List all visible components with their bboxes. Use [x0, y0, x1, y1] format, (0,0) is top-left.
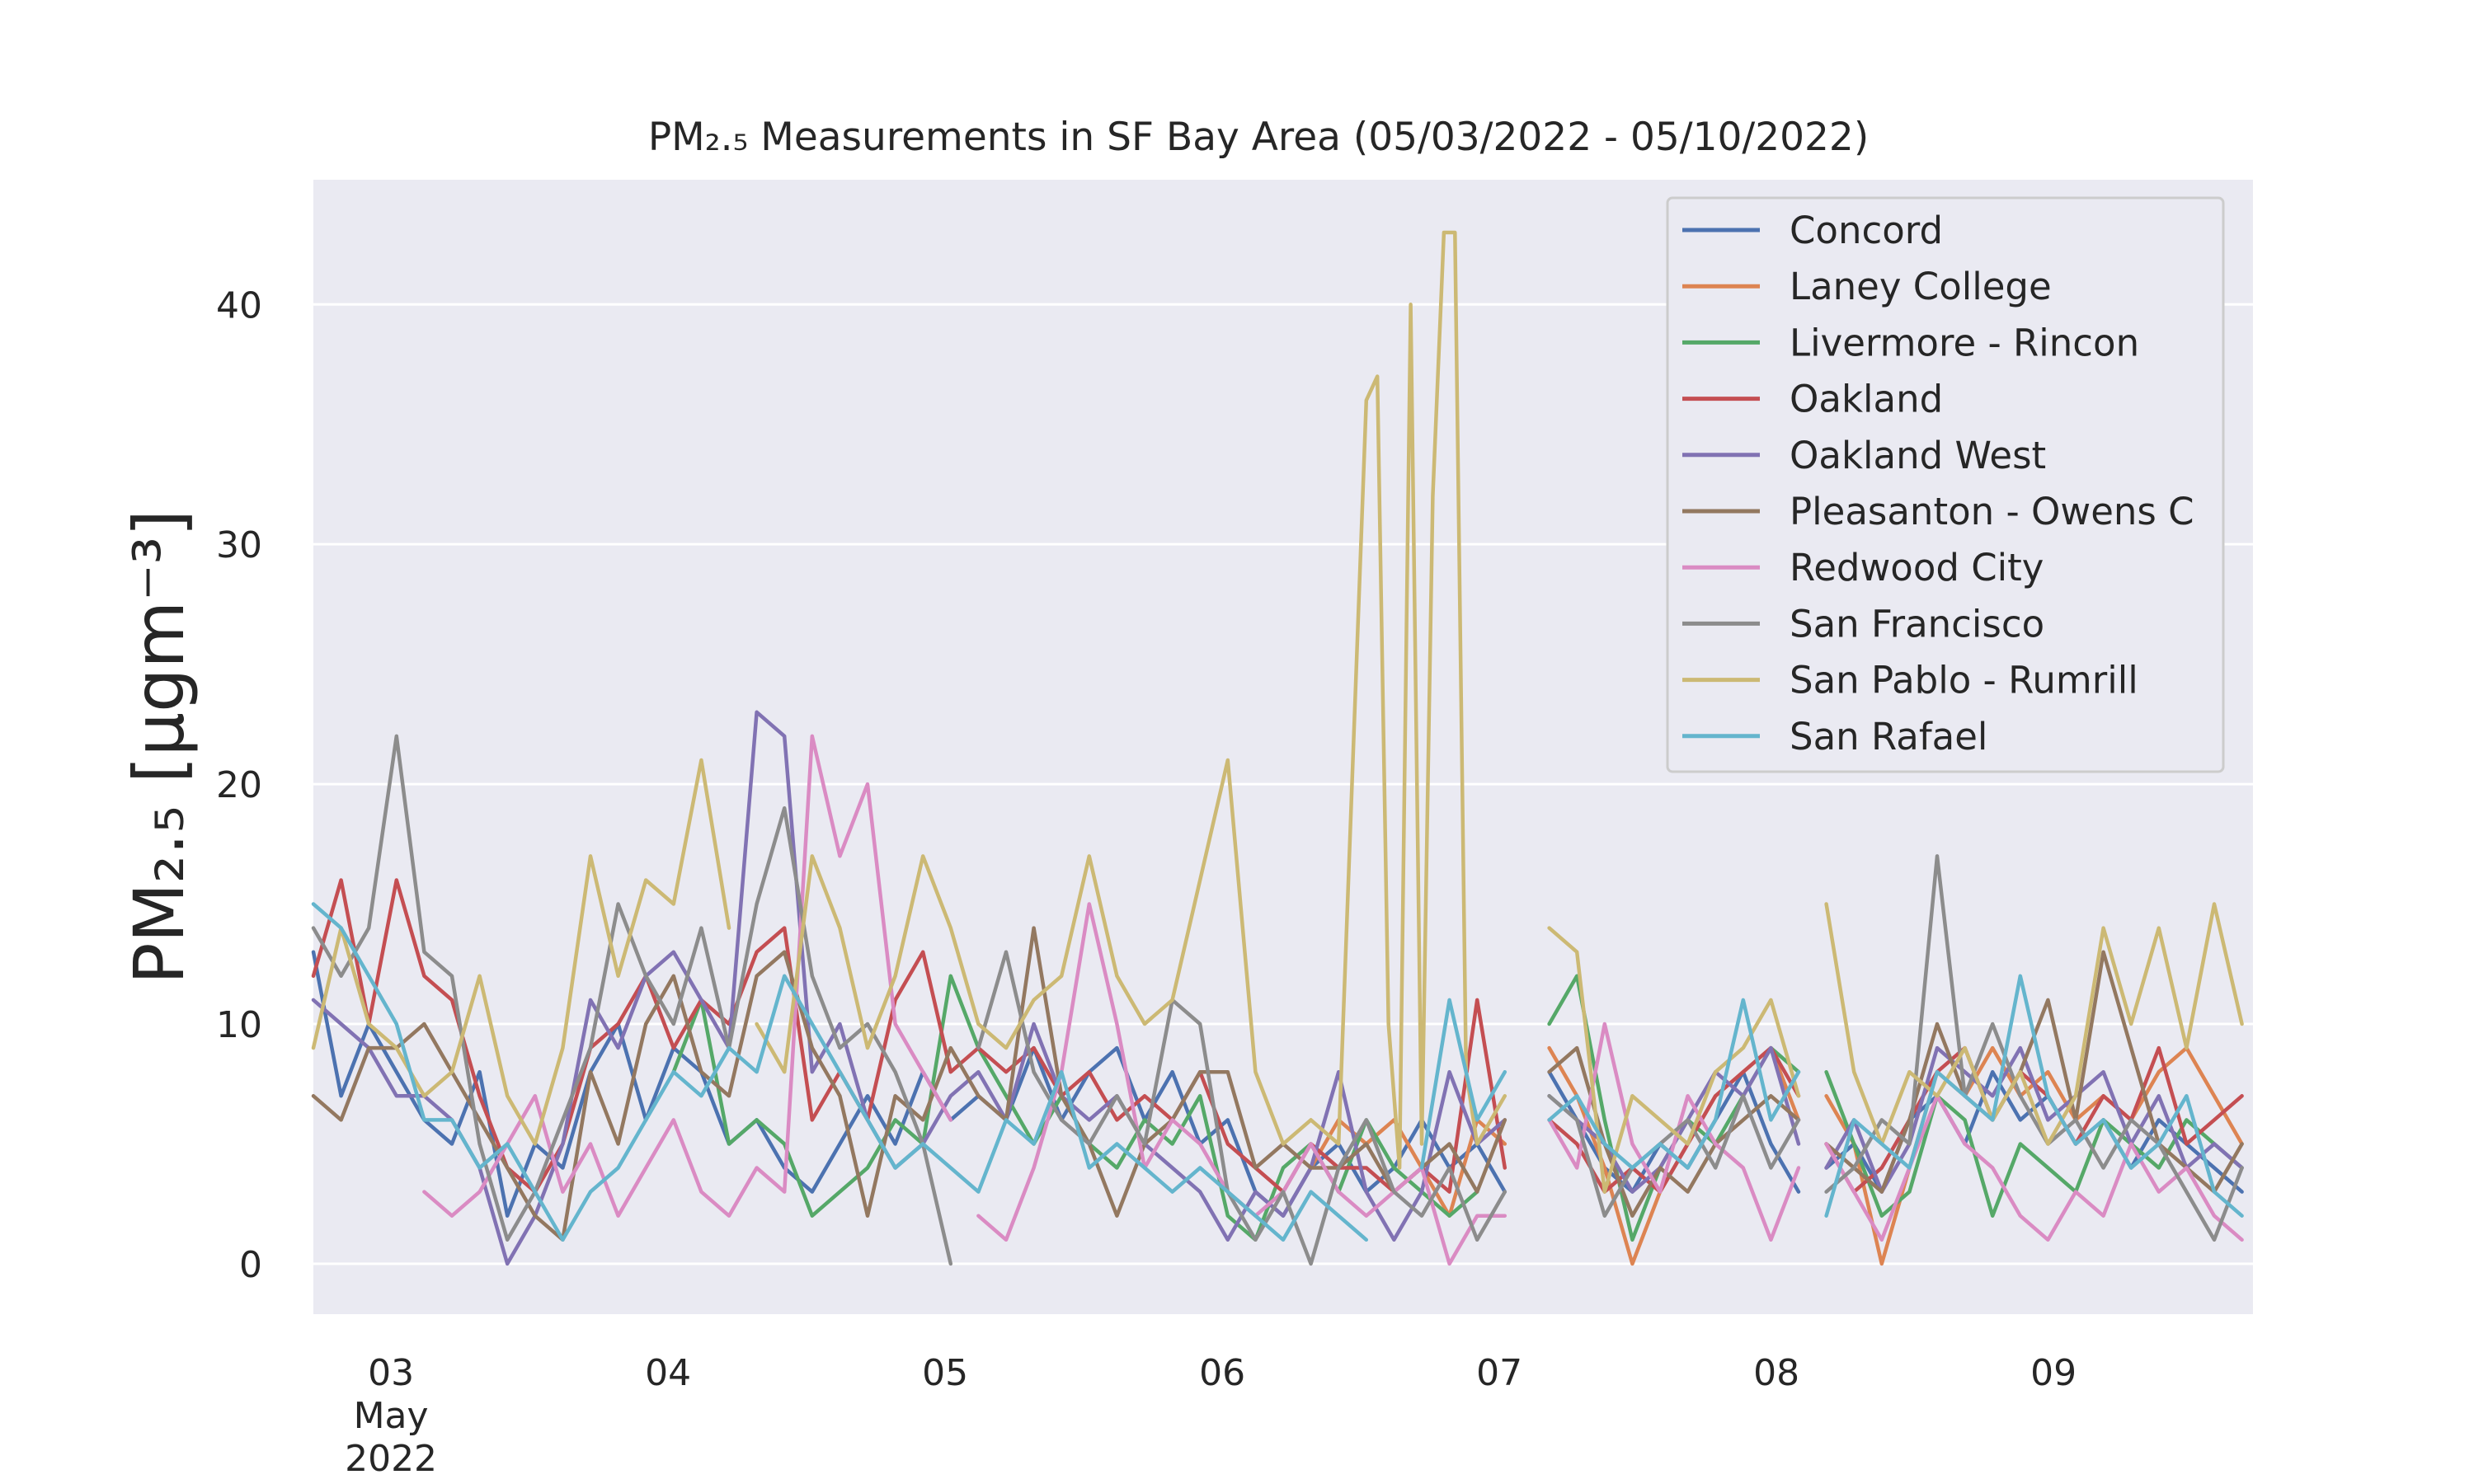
- y-tick-labels: 0 10 20 30 40: [216, 284, 262, 1286]
- legend-label-6: Redwood City: [1790, 546, 2044, 589]
- y-tick-label-4: 40: [216, 284, 262, 326]
- legend-label-1: Laney College: [1790, 265, 2052, 308]
- x-tick-month: May: [354, 1395, 429, 1437]
- x-tick-label-0: 03: [368, 1352, 414, 1394]
- legend-label-8: San Pablo - Rumrill: [1790, 659, 2138, 702]
- x-tick-label-5: 08: [1753, 1352, 1799, 1394]
- grid-lines: [313, 303, 2253, 1266]
- legend-label-9: San Rafael: [1790, 715, 1987, 758]
- y-tick-label-2: 20: [216, 764, 262, 806]
- legend-frame: [1666, 196, 2225, 773]
- x-tick-label-1: 04: [645, 1352, 691, 1394]
- series-lines: [311, 230, 2244, 1266]
- x-tick-label-6: 09: [2030, 1352, 2077, 1394]
- series-line-7: [311, 734, 2244, 1266]
- chart-title: PM₂.₅ Measurements in SF Bay Area (05/03…: [648, 115, 1869, 160]
- x-tick-label-2: 05: [922, 1352, 968, 1394]
- x-tick-label-4: 07: [1476, 1352, 1522, 1394]
- legend-label-3: Oakland: [1790, 378, 1943, 421]
- legend-label-4: Oakland West: [1790, 434, 2046, 477]
- series-line-9: [311, 902, 2244, 1242]
- legend: Concord Laney College Livermore - Rincon Oa…: [1666, 196, 2225, 773]
- legend-label-7: San Francisco: [1790, 602, 2044, 646]
- y-tick-label-0: 0: [239, 1244, 262, 1286]
- y-tick-label-1: 10: [216, 1004, 262, 1046]
- y-axis-label: PM₂.₅ [μgm⁻³]: [119, 510, 200, 984]
- legend-label-2: Livermore - Rincon: [1790, 321, 2139, 364]
- legend-label-5: Pleasanton - Owens C: [1790, 490, 2194, 533]
- y-tick-label-3: 30: [216, 524, 262, 566]
- x-tick-year: 2022: [345, 1438, 437, 1480]
- x-tick-label-3: 06: [1199, 1352, 1245, 1394]
- series-line-8: [311, 230, 2244, 1194]
- legend-label-0: Concord: [1790, 209, 1943, 252]
